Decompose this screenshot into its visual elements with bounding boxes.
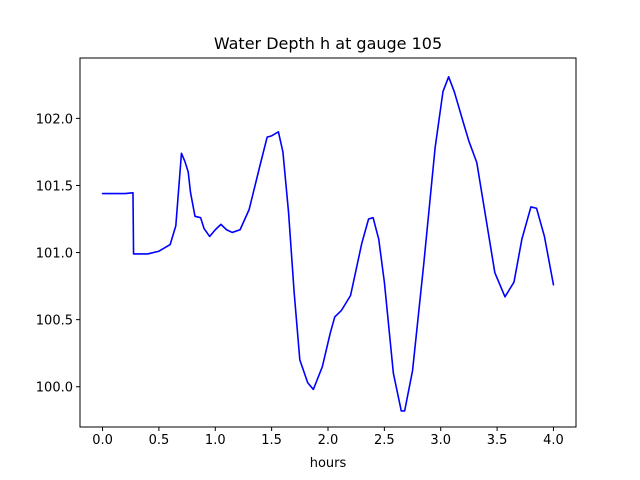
x-tick-label: 1.0 xyxy=(205,433,226,448)
x-axis-label: hours xyxy=(310,456,347,471)
y-tick-label: 101.0 xyxy=(36,247,73,262)
x-tick-label: 3.5 xyxy=(487,433,508,448)
y-tick-label: 102.0 xyxy=(36,112,73,127)
x-axis: 0.0 0.5 1.0 1.5 2.0 2.5 3.0 3.5 4.0 xyxy=(92,427,564,448)
x-tick-label: 2.5 xyxy=(374,433,395,448)
x-tick-label: 0.0 xyxy=(92,433,113,448)
x-tick-label: 0.5 xyxy=(149,433,170,448)
x-tick-label: 2.0 xyxy=(318,433,339,448)
x-tick-label: 1.5 xyxy=(261,433,282,448)
chart-title: Water Depth h at gauge 105 xyxy=(214,34,442,53)
x-tick-label: 3.0 xyxy=(430,433,451,448)
y-tick-label: 100.5 xyxy=(36,314,73,329)
y-tick-label: 101.5 xyxy=(36,179,73,194)
y-axis: 100.0 100.5 101.0 101.5 102.0 xyxy=(36,112,80,396)
x-tick-label: 4.0 xyxy=(543,433,564,448)
plot-area xyxy=(101,75,555,412)
y-tick-label: 100.0 xyxy=(36,381,73,396)
series-line xyxy=(101,75,555,412)
